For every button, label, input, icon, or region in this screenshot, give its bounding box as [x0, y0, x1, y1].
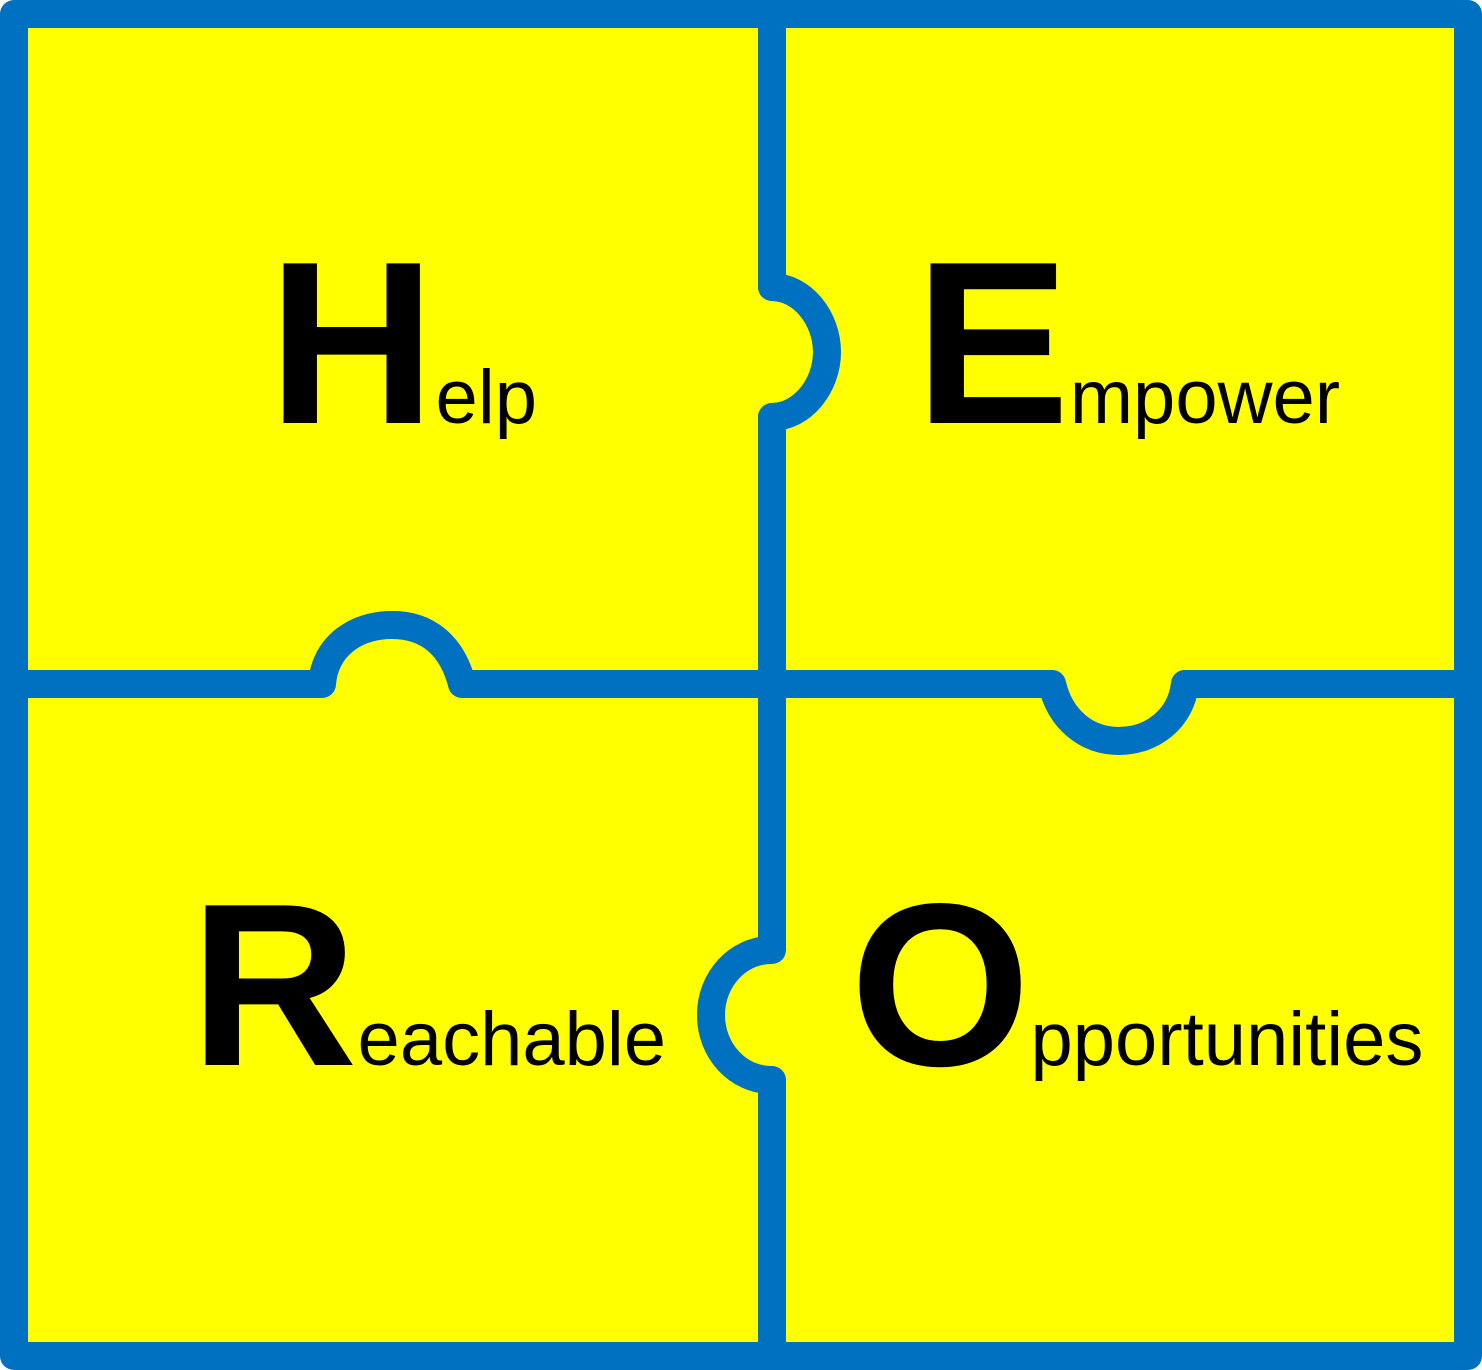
- initial-e: E: [915, 214, 1070, 473]
- initial-o: O: [850, 856, 1030, 1115]
- label-reachable: Reachable: [190, 856, 666, 1115]
- label-empower: Empower: [915, 214, 1340, 473]
- initial-h: H: [268, 214, 436, 473]
- label-help: Help: [268, 214, 537, 473]
- word-pportunities: pportunities: [1030, 997, 1423, 1082]
- word-elp: elp: [436, 355, 537, 440]
- piece-opportunities: [697, 670, 1482, 1370]
- piece-reachable: [0, 611, 786, 1370]
- label-opportunities: Opportunities: [850, 856, 1423, 1115]
- initial-r: R: [190, 856, 358, 1115]
- word-mpower: mpower: [1070, 355, 1340, 440]
- word-eachable: eachable: [358, 997, 667, 1082]
